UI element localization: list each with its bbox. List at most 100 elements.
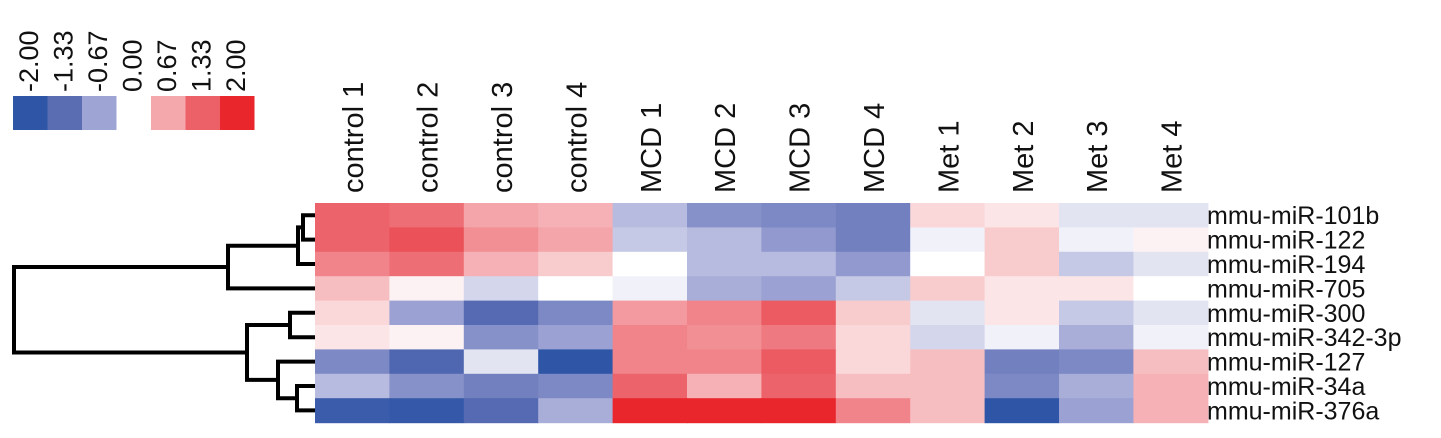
heatmap-cell-6-2 <box>463 349 539 375</box>
column-label: control 3 <box>487 82 519 193</box>
legend-swatch <box>151 96 186 130</box>
dendrogram-branch <box>296 225 315 266</box>
heatmap-cell-6-11 <box>1133 349 1209 375</box>
heatmap-cell-1-6 <box>761 227 837 253</box>
heatmap-cell-0-0 <box>315 203 390 228</box>
heatmap-cell-6-9 <box>984 349 1060 375</box>
heatmap-cell-5-2 <box>463 325 539 350</box>
heatmap-cell-8-8 <box>910 398 986 424</box>
legend-tick-label: -2.00 <box>14 30 44 92</box>
heatmap-cell-6-7 <box>835 349 911 375</box>
heatmap-cell-3-7 <box>835 276 911 302</box>
heatmap-cell-7-1 <box>389 373 465 399</box>
row-label: mmu-miR-342-3p <box>1207 324 1401 352</box>
heatmap-cell-0-8 <box>910 203 986 228</box>
legend-tick-label: 0.00 <box>118 39 148 92</box>
column-label: Met 2 <box>1008 120 1040 193</box>
heatmap-cells <box>315 203 1209 424</box>
heatmap-cell-0-3 <box>538 203 614 228</box>
legend-tick-label: 2.00 <box>221 39 251 92</box>
heatmap-cell-3-1 <box>389 276 465 302</box>
heatmap-cell-0-4 <box>612 203 688 228</box>
heatmap-cell-1-8 <box>910 227 986 253</box>
heatmap-cell-8-10 <box>1059 398 1134 424</box>
column-label: control 2 <box>413 82 445 193</box>
heatmap-cell-1-9 <box>984 227 1060 253</box>
column-label: control 1 <box>338 82 370 193</box>
column-label: Met 3 <box>1082 120 1114 193</box>
heatmap-cell-5-1 <box>389 325 465 350</box>
column-label: Met 1 <box>933 120 965 193</box>
dendrogram-branch <box>12 265 247 355</box>
heatmap-cell-2-4 <box>612 251 688 277</box>
heatmap-cell-0-7 <box>835 203 911 228</box>
heatmap-cell-7-0 <box>315 373 390 399</box>
row-labels: mmu-miR-101bmmu-miR-122mmu-miR-194mmu-mi… <box>1207 202 1401 425</box>
heatmap-cell-8-9 <box>984 398 1060 424</box>
legend-swatch <box>220 96 255 130</box>
heatmap-cell-5-6 <box>761 325 837 350</box>
heatmap-cell-8-3 <box>538 398 614 424</box>
heatmap-cell-1-4 <box>612 227 688 253</box>
heatmap-cell-4-1 <box>389 300 465 326</box>
dendrogram-branch <box>301 213 315 242</box>
heatmap-cell-3-11 <box>1133 276 1209 302</box>
dendrogram-branch <box>295 384 315 413</box>
row-label: mmu-miR-122 <box>1207 227 1365 255</box>
heatmap-cell-5-11 <box>1133 325 1209 350</box>
heatmap-cell-4-5 <box>687 300 762 326</box>
heatmap-cell-0-2 <box>463 203 539 228</box>
legend-tick-label: 1.33 <box>187 39 217 92</box>
color-legend: -2.00 -1.33 -0.67 0.00 0.67 1.33 2.00 <box>13 30 255 130</box>
heatmap-cell-6-8 <box>910 349 986 375</box>
legend-tick-label: -0.67 <box>83 30 113 92</box>
row-label: mmu-miR-34a <box>1207 373 1365 401</box>
heatmap-cell-1-10 <box>1059 227 1134 253</box>
heatmap-cell-7-6 <box>761 373 837 399</box>
heatmap-cell-3-0 <box>315 276 390 302</box>
column-label: MCD 4 <box>859 103 891 193</box>
legend-swatch <box>13 96 48 130</box>
legend-swatch <box>47 96 82 130</box>
heatmap-cell-2-6 <box>761 251 837 277</box>
heatmap-cell-1-3 <box>538 227 614 253</box>
column-label: MCD 3 <box>785 103 817 193</box>
heatmap-cell-4-4 <box>612 300 688 326</box>
heatmap-cell-2-1 <box>389 251 465 277</box>
heatmap-cell-2-10 <box>1059 251 1134 277</box>
heatmap-cell-3-9 <box>984 276 1060 302</box>
legend-swatch <box>185 96 220 130</box>
heatmap-cell-1-0 <box>315 227 390 253</box>
heatmap-cell-4-6 <box>761 300 837 326</box>
heatmap-cell-0-6 <box>761 203 837 228</box>
heatmap-cell-3-3 <box>538 276 614 302</box>
row-label: mmu-miR-127 <box>1207 349 1365 377</box>
heatmap-cell-5-0 <box>315 325 390 350</box>
column-labels: control 1 control 2 control 3 control 4 MCD … <box>338 82 1188 193</box>
heatmap-cell-1-1 <box>389 227 465 253</box>
heatmap-cell-5-3 <box>538 325 614 350</box>
column-label: Met 4 <box>1157 120 1189 193</box>
heatmap-cell-5-10 <box>1059 325 1134 350</box>
column-label: MCD 2 <box>710 103 742 193</box>
heatmap-cell-3-6 <box>761 276 837 302</box>
heatmap-cell-0-1 <box>389 203 465 228</box>
dendrogram-branch <box>226 243 315 291</box>
heatmap-cell-4-8 <box>910 300 986 326</box>
column-label: control 4 <box>561 82 593 193</box>
heatmap-cell-8-5 <box>687 398 762 424</box>
heatmap-cell-2-7 <box>835 251 911 277</box>
heatmap-cell-8-7 <box>835 398 911 424</box>
row-label: mmu-miR-376a <box>1207 397 1379 425</box>
heatmap-cell-2-2 <box>463 251 539 277</box>
heatmap-cell-1-11 <box>1133 227 1209 253</box>
heatmap-cell-2-0 <box>315 251 390 277</box>
legend-swatch <box>116 96 151 130</box>
heatmap-cell-1-7 <box>835 227 911 253</box>
heatmap-cell-7-3 <box>538 373 614 399</box>
heatmap-cell-3-5 <box>687 276 762 302</box>
row-dendrogram <box>12 213 315 413</box>
heatmap-cell-4-11 <box>1133 300 1209 326</box>
heatmap-cell-8-4 <box>612 398 688 424</box>
heatmap-cell-0-5 <box>687 203 762 228</box>
